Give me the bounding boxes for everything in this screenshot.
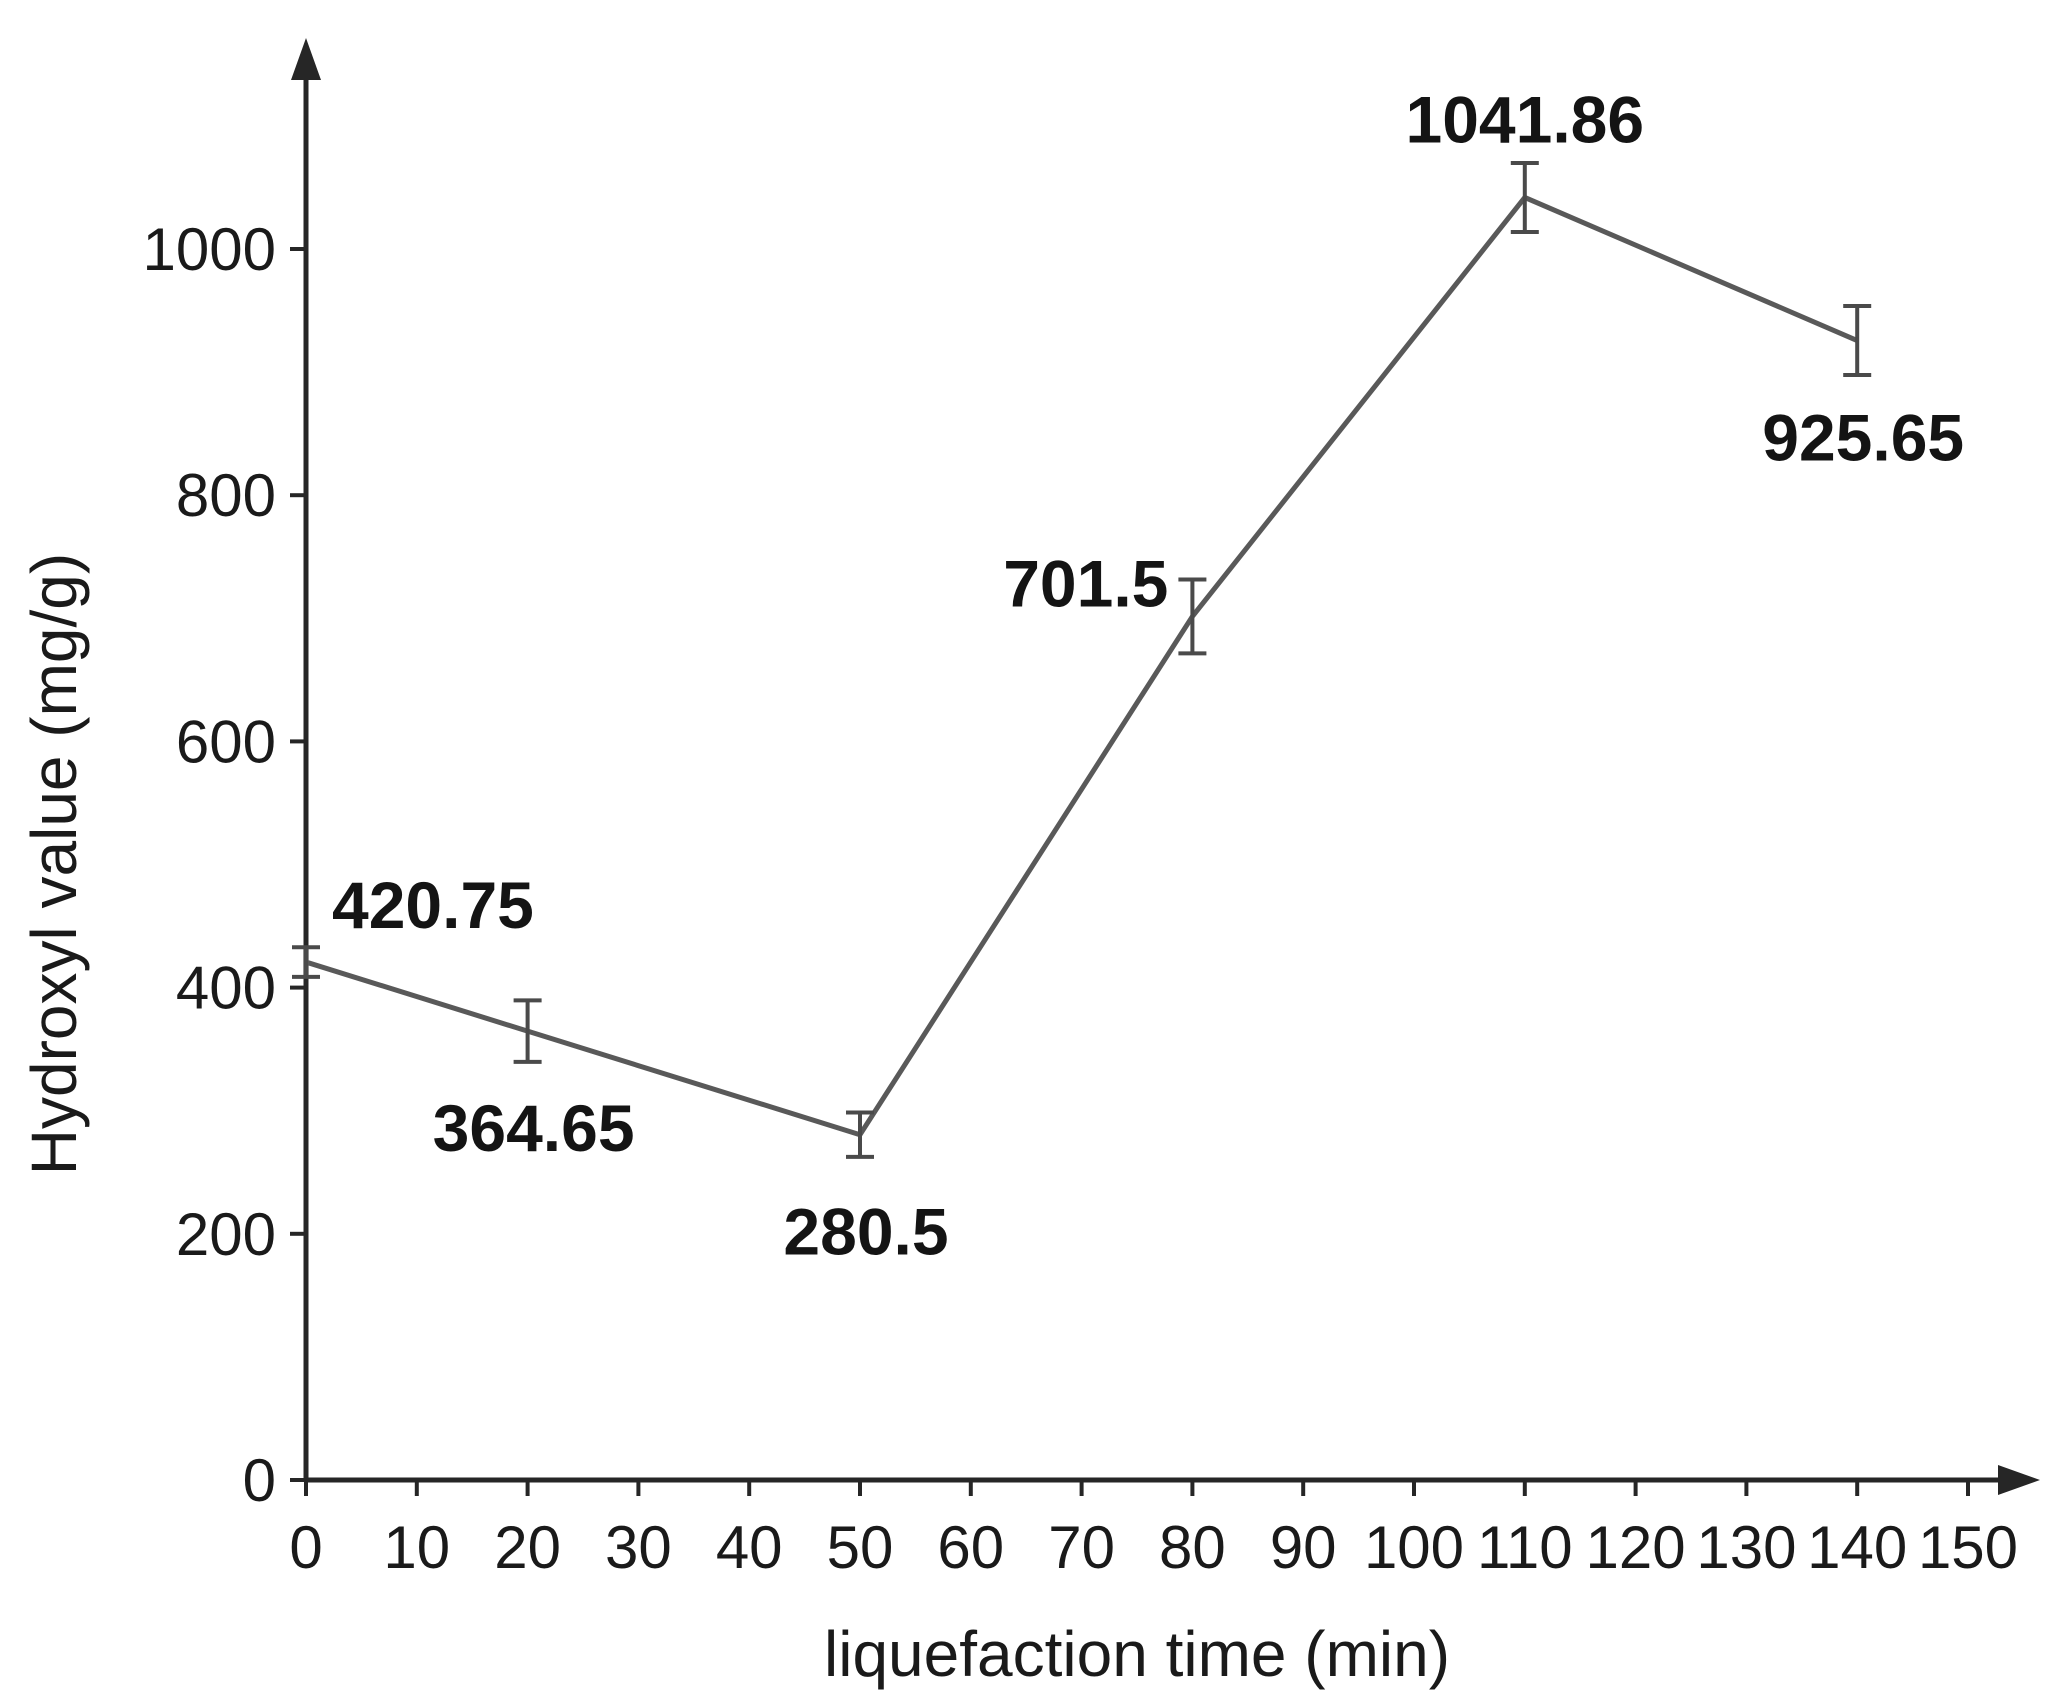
point-label: 280.5 [783,1195,948,1269]
y-tick-label: 0 [243,1447,276,1514]
y-tick-label: 400 [176,955,276,1022]
x-tick-label: 30 [605,1514,672,1581]
y-tick-label: 600 [176,708,276,775]
y-tick-label: 1000 [143,216,276,283]
x-tick-label: 90 [1270,1514,1337,1581]
x-axis-title: liquefaction time (min) [824,1618,1450,1690]
error-bars [292,161,1872,1159]
point-label: 701.5 [1003,546,1168,620]
y-axis-title: Hydroxyl value (mg/g) [18,553,90,1175]
x-tick-label: 140 [1807,1514,1907,1581]
x-tick-label: 60 [937,1514,1004,1581]
point-label: 420.75 [332,868,534,942]
x-tick-label: 0 [289,1514,322,1581]
y-tick-label: 200 [176,1201,276,1268]
y-tick-label: 800 [176,462,276,529]
x-tick-label: 40 [716,1514,783,1581]
x-tick-label: 20 [494,1514,561,1581]
point-labels: 420.75 364.65 280.5 701.5 1041.86 925.65 [332,82,1964,1268]
x-axis-ticks: 0 10 20 30 40 50 60 70 80 90 100 110 120 130 140 150 [289,1480,2018,1581]
x-tick-label: 110 [1477,1514,1573,1581]
y-axis-ticks: 0 200 400 600 800 1000 [143,216,306,1514]
x-tick-label: 70 [1048,1514,1115,1581]
point-label: 925.65 [1762,401,1964,475]
x-axis-arrow-icon [1998,1465,2040,1495]
x-tick-label: 80 [1159,1514,1226,1581]
data-line [305,194,1859,1138]
point-label: 1041.86 [1406,82,1645,156]
x-tick-label: 130 [1696,1514,1796,1581]
x-tick-label: 150 [1918,1514,2018,1581]
x-tick-label: 120 [1586,1514,1686,1581]
y-axis-arrow-icon [291,38,321,80]
axes [291,38,2040,1495]
x-tick-label: 50 [827,1514,894,1581]
x-tick-label: 10 [383,1514,450,1581]
x-tick-label: 100 [1364,1514,1464,1581]
point-label: 364.65 [433,1091,635,1165]
